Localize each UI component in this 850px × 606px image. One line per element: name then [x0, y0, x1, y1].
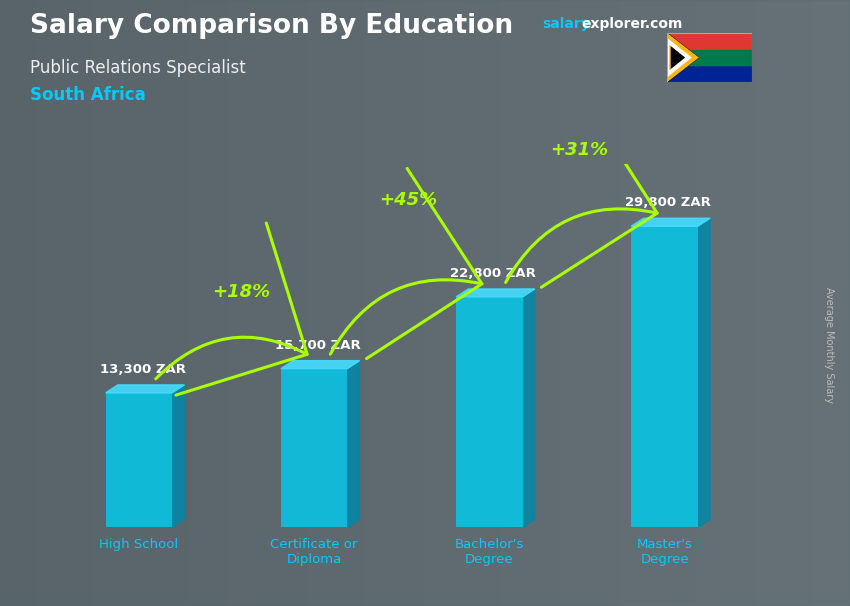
Text: 22,800 ZAR: 22,800 ZAR	[450, 267, 536, 280]
Polygon shape	[105, 385, 184, 393]
FancyArrowPatch shape	[156, 223, 307, 395]
Text: 15,700 ZAR: 15,700 ZAR	[275, 339, 360, 351]
Bar	[105, 393, 173, 527]
Polygon shape	[173, 385, 184, 527]
Text: +31%: +31%	[551, 141, 609, 159]
FancyArrowPatch shape	[506, 98, 657, 287]
FancyArrowPatch shape	[331, 168, 482, 359]
Text: salary: salary	[542, 17, 590, 31]
Bar	[456, 297, 523, 527]
Polygon shape	[348, 361, 360, 527]
Bar	[667, 33, 752, 58]
Polygon shape	[698, 218, 710, 527]
Bar	[667, 50, 752, 65]
Text: South Africa: South Africa	[30, 86, 145, 104]
Text: Salary Comparison By Education: Salary Comparison By Education	[30, 13, 513, 39]
Text: +18%: +18%	[212, 283, 270, 301]
Text: Average Monthly Salary: Average Monthly Salary	[824, 287, 834, 404]
Bar	[280, 368, 348, 527]
Text: 29,800 ZAR: 29,800 ZAR	[626, 196, 711, 209]
Polygon shape	[280, 361, 360, 368]
Text: +45%: +45%	[379, 191, 437, 209]
Text: Public Relations Specialist: Public Relations Specialist	[30, 59, 246, 77]
Polygon shape	[456, 289, 535, 297]
Polygon shape	[523, 289, 535, 527]
Polygon shape	[667, 33, 699, 82]
Bar	[632, 226, 698, 527]
Text: 13,300 ZAR: 13,300 ZAR	[99, 363, 185, 376]
Text: explorer.com: explorer.com	[581, 17, 683, 31]
Polygon shape	[632, 218, 710, 226]
Bar	[667, 58, 752, 82]
